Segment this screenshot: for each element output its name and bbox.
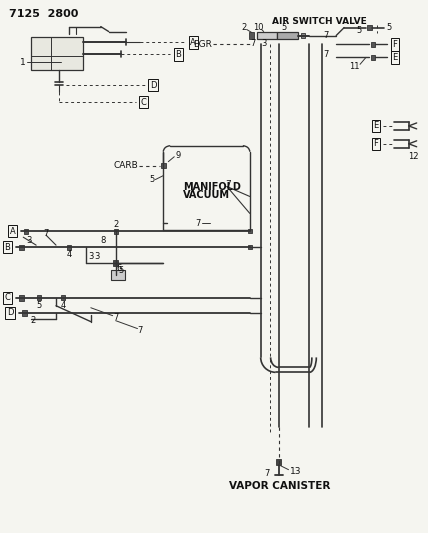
Text: A: A <box>190 38 196 47</box>
Bar <box>371 42 375 47</box>
Text: 3: 3 <box>27 236 32 245</box>
Text: 7: 7 <box>225 180 231 189</box>
Bar <box>61 295 65 300</box>
Bar <box>248 245 252 249</box>
Text: 13: 13 <box>290 467 301 476</box>
Bar <box>257 31 276 39</box>
Bar <box>111 270 125 280</box>
Text: 3: 3 <box>261 39 266 48</box>
Text: D: D <box>7 308 14 317</box>
Text: F: F <box>392 40 397 49</box>
Text: F: F <box>374 139 378 148</box>
Text: EGR: EGR <box>193 40 212 49</box>
Text: 1: 1 <box>21 58 26 67</box>
Text: VAPOR CANISTER: VAPOR CANISTER <box>229 481 330 490</box>
Text: A: A <box>9 227 15 236</box>
Text: E: E <box>392 53 398 62</box>
Text: VACUUM: VACUUM <box>183 190 230 200</box>
Text: C: C <box>4 293 10 302</box>
Bar <box>161 163 166 168</box>
Text: 11: 11 <box>349 62 360 71</box>
Text: MANIFOLD: MANIFOLD <box>183 182 241 191</box>
Bar <box>37 295 41 300</box>
Bar <box>113 260 118 266</box>
Bar <box>371 55 375 60</box>
Text: 6: 6 <box>116 264 121 273</box>
Text: 7: 7 <box>113 313 118 322</box>
Text: 9: 9 <box>175 151 181 160</box>
Text: 7: 7 <box>324 50 329 59</box>
Text: 2: 2 <box>30 316 36 325</box>
Text: AIR SWITCH VALVE: AIR SWITCH VALVE <box>272 17 366 26</box>
Text: 5: 5 <box>36 301 42 310</box>
Bar <box>19 295 24 301</box>
Bar <box>67 245 71 249</box>
Text: 5: 5 <box>357 26 362 35</box>
Text: 2: 2 <box>241 23 247 32</box>
Text: 5: 5 <box>281 23 286 32</box>
Text: B: B <box>175 50 181 59</box>
Text: 7: 7 <box>43 229 49 238</box>
Text: E: E <box>373 122 379 131</box>
Text: CARB: CARB <box>114 161 139 170</box>
Text: 5: 5 <box>386 23 392 32</box>
Bar <box>31 36 83 70</box>
Bar <box>114 229 118 233</box>
Text: 3: 3 <box>88 252 93 261</box>
Bar <box>276 31 298 39</box>
Text: 4: 4 <box>66 249 71 259</box>
Text: 10: 10 <box>253 23 264 32</box>
Text: 12: 12 <box>408 152 419 161</box>
Text: 5: 5 <box>118 266 123 276</box>
Text: 7: 7 <box>196 219 201 228</box>
Text: 7: 7 <box>324 31 329 40</box>
Bar <box>276 459 281 465</box>
Bar <box>24 229 28 233</box>
Bar <box>22 310 27 316</box>
Text: 8: 8 <box>100 236 105 245</box>
Text: 3: 3 <box>94 252 99 261</box>
Bar <box>368 25 372 30</box>
Text: C: C <box>140 98 146 107</box>
Text: 7: 7 <box>264 469 269 478</box>
Text: 5: 5 <box>150 175 155 184</box>
Bar <box>19 245 24 249</box>
Text: 2: 2 <box>113 220 118 229</box>
Text: B: B <box>4 243 10 252</box>
Bar <box>249 32 254 39</box>
Bar <box>301 33 306 38</box>
Text: 7125  2800: 7125 2800 <box>9 9 79 19</box>
Text: 7: 7 <box>250 39 256 48</box>
Bar <box>248 229 252 233</box>
Text: 4: 4 <box>60 301 65 310</box>
Text: D: D <box>150 80 157 90</box>
Text: 7: 7 <box>138 326 143 335</box>
